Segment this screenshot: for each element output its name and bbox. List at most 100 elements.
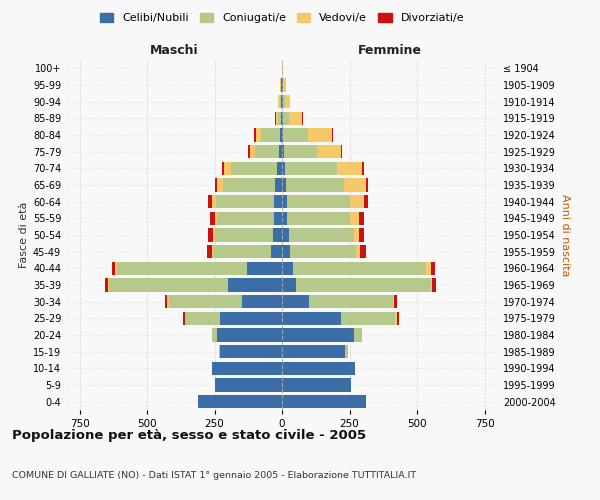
- Bar: [274, 195, 282, 208]
- Bar: [215, 228, 272, 241]
- Bar: [353, 228, 359, 241]
- Bar: [302, 112, 303, 125]
- Bar: [105, 278, 108, 291]
- Bar: [366, 178, 368, 192]
- Bar: [283, 112, 289, 125]
- Bar: [308, 128, 332, 141]
- Bar: [360, 245, 366, 258]
- Bar: [359, 228, 364, 241]
- Bar: [282, 145, 284, 158]
- Y-axis label: Anni di nascita: Anni di nascita: [560, 194, 570, 276]
- Bar: [216, 195, 274, 208]
- Bar: [165, 295, 167, 308]
- Bar: [282, 128, 283, 141]
- Bar: [247, 262, 282, 275]
- Bar: [212, 245, 213, 258]
- Bar: [215, 378, 282, 392]
- Bar: [280, 128, 282, 141]
- Bar: [280, 95, 281, 108]
- Bar: [218, 345, 220, 358]
- Bar: [395, 312, 397, 325]
- Bar: [286, 178, 344, 192]
- Bar: [228, 278, 282, 291]
- Bar: [362, 162, 364, 175]
- Bar: [353, 328, 362, 342]
- Bar: [317, 145, 341, 158]
- Bar: [289, 228, 353, 241]
- Y-axis label: Fasce di età: Fasce di età: [19, 202, 29, 268]
- Bar: [356, 245, 360, 258]
- Bar: [185, 312, 220, 325]
- Bar: [211, 212, 215, 225]
- Bar: [282, 228, 289, 241]
- Bar: [282, 328, 353, 342]
- Bar: [215, 178, 217, 192]
- Bar: [283, 95, 285, 108]
- Text: Femmine: Femmine: [358, 44, 422, 57]
- Bar: [282, 378, 351, 392]
- Text: COMUNE DI GALLIATE (NO) - Dati ISTAT 1° gennaio 2005 - Elaborazione TUTTITALIA.I: COMUNE DI GALLIATE (NO) - Dati ISTAT 1° …: [12, 471, 416, 480]
- Bar: [282, 395, 366, 408]
- Bar: [222, 162, 224, 175]
- Bar: [282, 312, 341, 325]
- Bar: [282, 178, 286, 192]
- Bar: [275, 178, 282, 192]
- Bar: [254, 128, 256, 141]
- Bar: [337, 162, 362, 175]
- Bar: [282, 295, 309, 308]
- Bar: [275, 112, 278, 125]
- Bar: [290, 245, 356, 258]
- Bar: [250, 145, 255, 158]
- Bar: [220, 312, 282, 325]
- Bar: [115, 262, 117, 275]
- Bar: [169, 295, 241, 308]
- Bar: [207, 245, 212, 258]
- Bar: [282, 362, 355, 375]
- Bar: [272, 228, 282, 241]
- Bar: [224, 162, 230, 175]
- Bar: [256, 128, 261, 141]
- Bar: [217, 328, 282, 342]
- Bar: [282, 195, 287, 208]
- Bar: [223, 178, 275, 192]
- Bar: [212, 328, 217, 342]
- Bar: [432, 278, 436, 291]
- Bar: [309, 295, 392, 308]
- Bar: [167, 295, 169, 308]
- Bar: [112, 262, 115, 275]
- Bar: [283, 128, 308, 141]
- Bar: [217, 178, 223, 192]
- Bar: [282, 212, 287, 225]
- Bar: [282, 345, 346, 358]
- Bar: [285, 95, 290, 108]
- Bar: [108, 278, 109, 291]
- Bar: [344, 178, 366, 192]
- Bar: [431, 262, 434, 275]
- Bar: [349, 195, 364, 208]
- Bar: [359, 212, 364, 225]
- Bar: [341, 145, 342, 158]
- Bar: [282, 162, 285, 175]
- Bar: [208, 195, 212, 208]
- Bar: [346, 345, 348, 358]
- Bar: [184, 312, 185, 325]
- Bar: [282, 112, 283, 125]
- Bar: [198, 395, 282, 408]
- Bar: [241, 295, 282, 308]
- Bar: [284, 145, 317, 158]
- Bar: [109, 278, 228, 291]
- Bar: [255, 145, 280, 158]
- Bar: [277, 162, 282, 175]
- Legend: Celibi/Nubili, Coniugati/e, Vedovi/e, Divorziati/e: Celibi/Nubili, Coniugati/e, Vedovi/e, Di…: [95, 8, 469, 28]
- Bar: [364, 195, 368, 208]
- Bar: [289, 112, 302, 125]
- Bar: [332, 128, 334, 141]
- Bar: [271, 245, 282, 258]
- Bar: [261, 128, 280, 141]
- Bar: [394, 295, 397, 308]
- Bar: [282, 95, 283, 108]
- Bar: [283, 78, 286, 92]
- Bar: [117, 262, 247, 275]
- Bar: [213, 228, 215, 241]
- Text: Popolazione per età, sesso e stato civile - 2005: Popolazione per età, sesso e stato civil…: [12, 430, 366, 442]
